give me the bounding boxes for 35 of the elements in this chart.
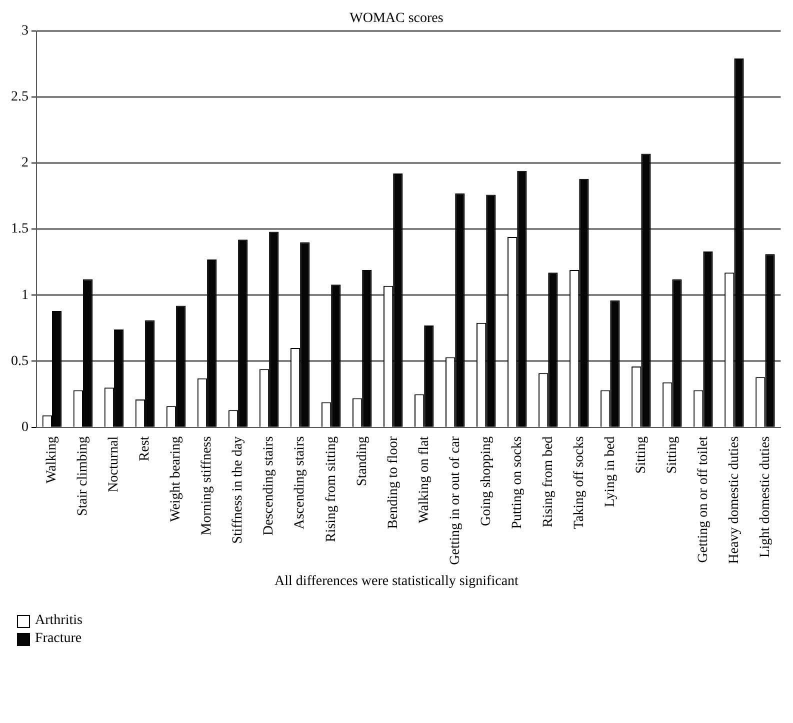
x-tick-label: Nocturnal xyxy=(106,436,122,492)
x-tick-label: Walking xyxy=(44,436,60,484)
y-tick-label: 0 xyxy=(22,420,28,435)
y-tick-label: 2.5 xyxy=(11,90,28,105)
x-tick-label: Heavy domestic duties xyxy=(726,436,742,564)
legend-label: Fracture xyxy=(35,631,82,647)
legend-label: Arthritis xyxy=(35,613,82,629)
x-tick-label: Walking on flat xyxy=(416,436,432,524)
x-tick-label: Stair climbing xyxy=(76,436,91,516)
x-tick-label: Ascending stairs xyxy=(292,436,308,530)
x-tick-label: Putting on socks xyxy=(510,436,525,529)
x-tick-label: Rising from sitting xyxy=(324,436,339,542)
y-tick-label: 1 xyxy=(22,288,28,303)
x-tick-label: Descending stairs xyxy=(262,436,277,536)
y-tick-label: 0.5 xyxy=(11,354,28,369)
x-tick-label: Sitting xyxy=(664,436,680,474)
text: All differences were statistically significant xyxy=(274,574,520,590)
y-tick-label: 1.5 xyxy=(11,222,28,237)
x-tick-label: Bending to floor xyxy=(386,436,401,529)
x-tick-label: Rising from bed xyxy=(540,436,556,528)
x-tick-label: Going shopping xyxy=(478,436,494,526)
x-tick-label: Getting on or off toilet xyxy=(696,436,711,563)
x-tick-label: Stiffness in the day xyxy=(230,436,246,544)
x-tick-label: Taking off socks xyxy=(572,436,587,530)
x-tick-label: Sitting xyxy=(634,436,649,474)
x-tick-label: Light domestic duties xyxy=(758,436,773,558)
x-tick-label: Getting in or out of car xyxy=(448,436,463,565)
x-tick-label: Morning stiffness xyxy=(200,436,215,536)
x-tick-label: Rest xyxy=(138,436,153,462)
x-tick-label: Weight bearing xyxy=(168,436,184,522)
x-tick-label: Standing xyxy=(354,436,370,486)
chart-title: WOMAC scores xyxy=(350,11,444,26)
y-tick-label: 2 xyxy=(22,156,28,171)
x-tick-label: Lying in bed xyxy=(602,436,618,508)
y-tick-label: 3 xyxy=(22,23,28,38)
